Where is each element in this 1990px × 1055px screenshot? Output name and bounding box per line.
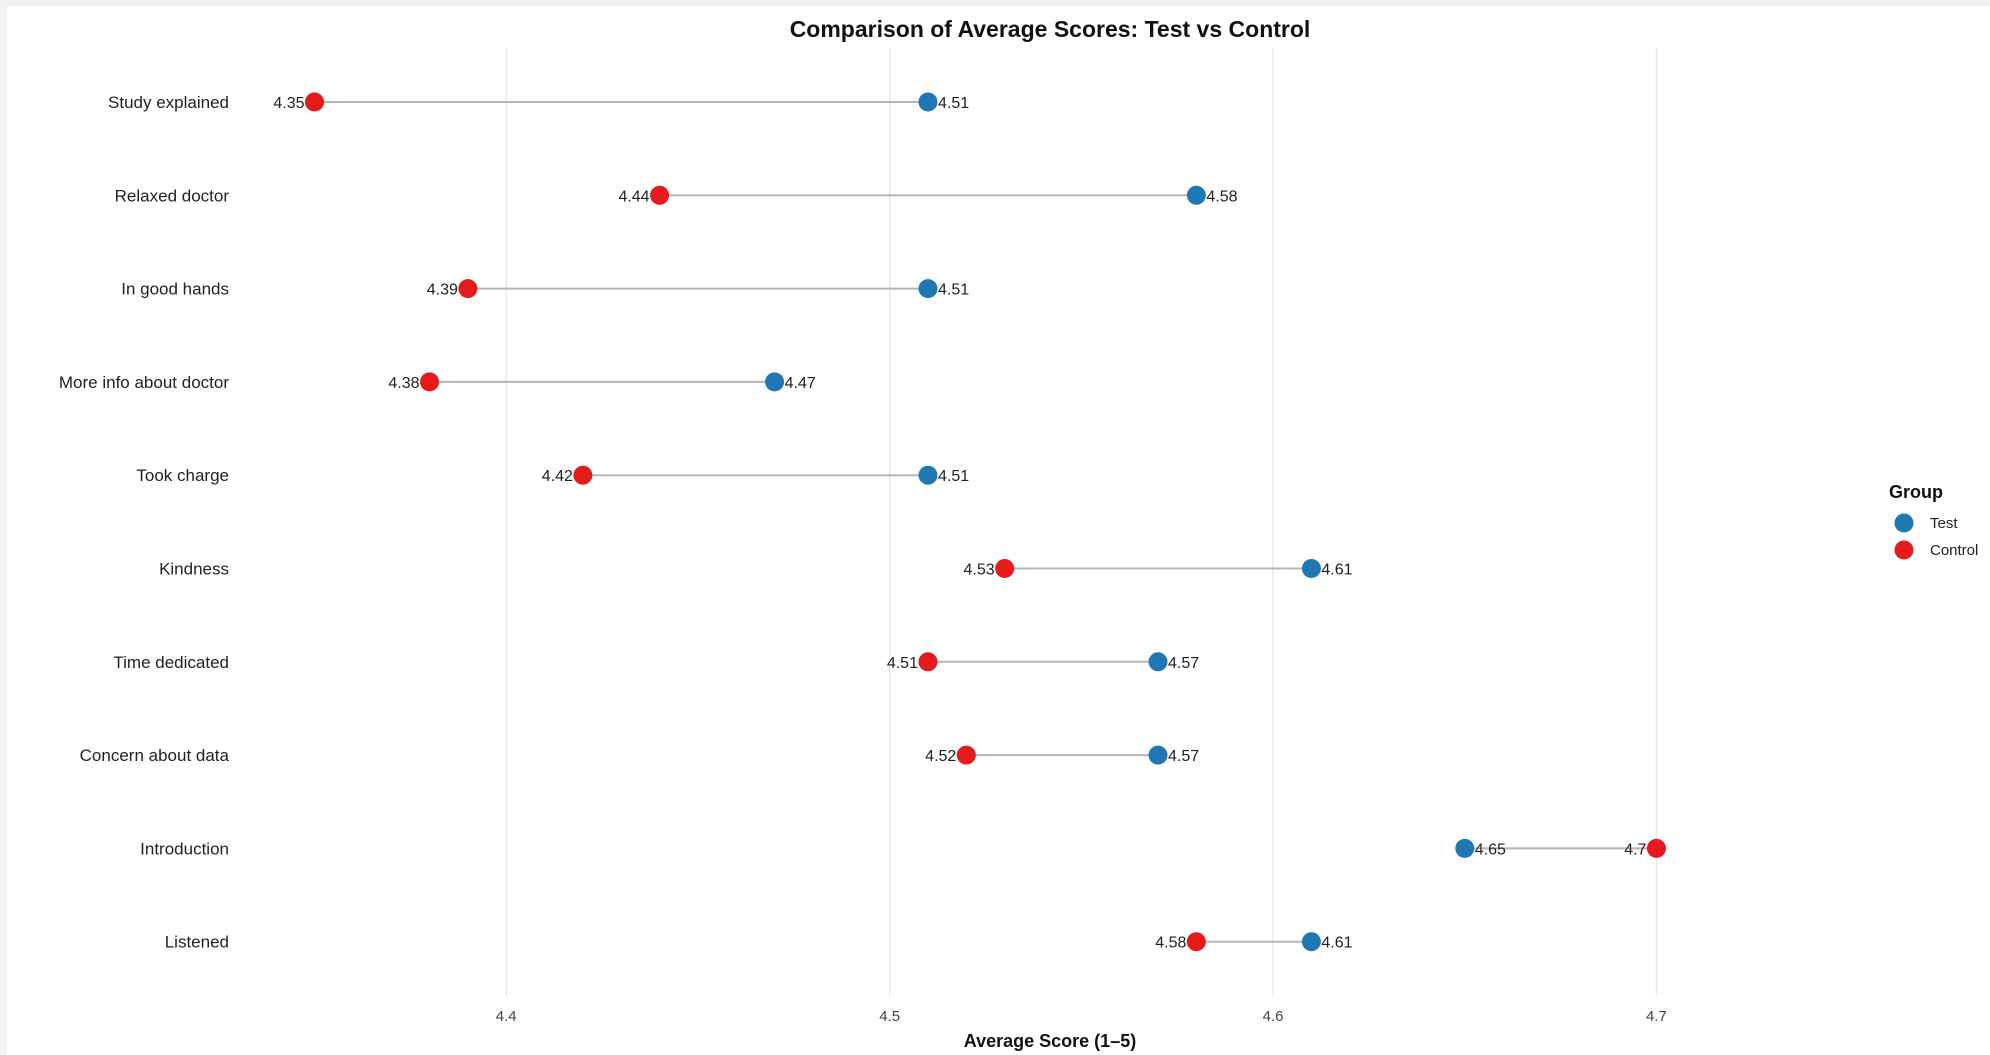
x-axis-title: Average Score (1–5) <box>964 1031 1136 1051</box>
label-layer: 4.51 4.35 4.58 4.44 4.51 4.39 4.47 4.38 4.51 4.42… <box>273 95 1646 952</box>
x-tick-label: 4.5 <box>879 1008 900 1025</box>
test-point <box>918 92 938 112</box>
segment-layer <box>314 101 1657 943</box>
control-value-label: 4.39 <box>427 282 458 299</box>
point-layer <box>305 92 1666 952</box>
control-point <box>573 465 593 485</box>
category-label: In good hands <box>121 280 229 299</box>
control-point <box>995 559 1015 578</box>
control-value-label: 4.38 <box>388 375 419 392</box>
legend-key-control <box>1894 540 1914 560</box>
control-point <box>956 745 976 765</box>
chart-canvas: Comparison of Average Scores: Test vs Co… <box>7 6 1990 1055</box>
legend: Group Test Control <box>1889 482 1978 560</box>
control-value-label: 4.42 <box>542 468 573 485</box>
control-value-label: 4.52 <box>925 748 956 765</box>
control-value-label: 4.53 <box>964 562 995 579</box>
control-point <box>420 372 440 392</box>
test-point <box>1148 745 1168 765</box>
x-tick-label: 4.7 <box>1646 1008 1667 1025</box>
grid-layer <box>505 48 1658 996</box>
control-value-label: 4.58 <box>1155 935 1186 952</box>
control-value-label: 4.44 <box>618 188 649 205</box>
test-point <box>918 465 938 485</box>
control-point <box>458 279 478 299</box>
control-point <box>1186 932 1206 952</box>
test-point <box>765 372 785 392</box>
category-label: Took charge <box>136 466 229 485</box>
control-value-label: 4.7 <box>1624 841 1646 858</box>
test-value-label: 4.51 <box>938 282 969 299</box>
test-value-label: 4.57 <box>1168 748 1199 765</box>
control-point <box>305 92 325 112</box>
control-value-label: 4.35 <box>273 95 304 112</box>
test-value-label: 4.61 <box>1321 562 1352 579</box>
test-value-label: 4.57 <box>1168 655 1199 672</box>
legend-items: Test Control <box>1894 513 1978 560</box>
category-label: Introduction <box>140 839 229 858</box>
category-label: Concern about data <box>80 746 230 765</box>
test-value-label: 4.58 <box>1206 188 1237 205</box>
category-label: More info about doctor <box>59 373 229 392</box>
legend-label-test: Test <box>1930 515 1958 532</box>
test-value-label: 4.51 <box>938 468 969 485</box>
x-tick-label: 4.4 <box>496 1008 517 1025</box>
test-point <box>1186 185 1206 205</box>
test-value-label: 4.47 <box>785 375 816 392</box>
test-point <box>1301 932 1321 952</box>
test-value-label: 4.51 <box>938 95 969 112</box>
dumbbell-chart: Comparison of Average Scores: Test vs Co… <box>59 16 1978 1051</box>
test-point <box>1148 652 1168 672</box>
category-label: Listened <box>165 933 229 952</box>
test-point <box>1301 559 1321 578</box>
x-tick-labels: 4.4 4.5 4.6 4.7 <box>496 1008 1667 1025</box>
category-label: Time dedicated <box>113 653 229 672</box>
category-label: Relaxed doctor <box>115 186 230 205</box>
control-point <box>650 185 670 205</box>
legend-label-control: Control <box>1930 542 1978 559</box>
chart-title: Comparison of Average Scores: Test vs Co… <box>790 16 1311 42</box>
category-labels: Study explained Relaxed doctor In good han… <box>59 93 230 952</box>
x-tick-label: 4.6 <box>1263 1008 1284 1025</box>
test-point <box>918 279 938 299</box>
test-value-label: 4.65 <box>1475 841 1506 858</box>
legend-key-test <box>1894 513 1914 533</box>
control-point <box>1646 838 1666 858</box>
category-label: Study explained <box>108 93 229 112</box>
test-point <box>1455 838 1475 858</box>
control-value-label: 4.51 <box>887 655 918 672</box>
control-point <box>918 652 938 672</box>
test-value-label: 4.61 <box>1321 935 1352 952</box>
legend-title: Group <box>1889 482 1943 502</box>
category-label: Kindness <box>159 560 229 579</box>
